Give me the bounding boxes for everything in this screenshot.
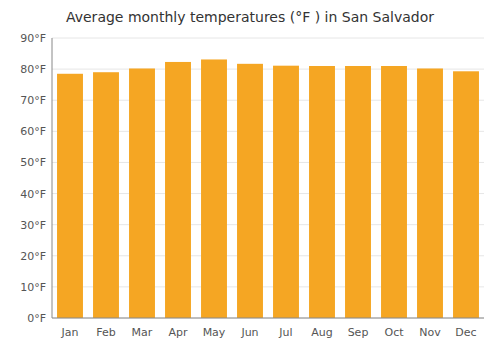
bar [237,64,263,318]
y-tick-label: 0°F [27,312,46,325]
grid-line [52,38,484,39]
x-tick-label: Dec [455,326,476,339]
bar [129,68,155,318]
x-tick-label: Jan [61,326,79,339]
bars [57,59,479,318]
x-tick-label: Mar [132,326,153,339]
x-tick-label: Apr [168,326,188,339]
y-tick-label: 10°F [20,281,46,294]
x-tick-label: Feb [96,326,115,339]
x-tick-label: Oct [384,326,404,339]
y-tick-label: 80°F [20,63,46,76]
grid-line [52,318,484,319]
y-tick-label: 70°F [20,94,46,107]
x-tick-label: Nov [419,326,441,339]
bar [201,59,227,318]
x-axis-line [52,318,484,319]
bar [165,62,191,318]
y-tick-label: 40°F [20,188,46,201]
bar [381,66,407,318]
bar [57,74,83,318]
grid [52,38,484,318]
title: Average monthly temperatures (°F ) in Sa… [66,9,434,25]
y-axis-line [52,38,53,318]
bar [273,66,299,318]
chart-svg: Average monthly temperatures (°F ) in Sa… [0,0,500,350]
x-tick-label: Sep [348,326,369,339]
bar [453,71,479,318]
bar [345,66,371,318]
y-tick-label: 60°F [20,125,46,138]
x-tick-label: May [203,326,226,339]
y-tick-label: 90°F [20,32,46,45]
x-tick-label: Jul [278,326,292,339]
x-tick-label: Jun [240,326,258,339]
x-tick-label: Aug [311,326,332,339]
y-tick-label: 20°F [20,250,46,263]
y-tick-label: 30°F [20,219,46,232]
bar [93,72,119,318]
bar [417,68,443,318]
chart-container: Average monthly temperatures (°F ) in Sa… [0,0,500,350]
bar [309,66,335,318]
y-tick-label: 50°F [20,156,46,169]
